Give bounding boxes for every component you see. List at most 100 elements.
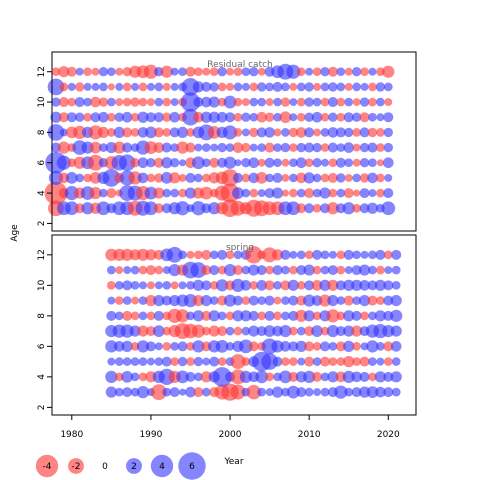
bubble-point bbox=[384, 173, 393, 182]
legend-label: 4 bbox=[159, 462, 165, 472]
bubble-point bbox=[374, 279, 386, 291]
bubble-point bbox=[170, 82, 179, 91]
bubble-point bbox=[391, 265, 401, 275]
bubble-point bbox=[312, 357, 322, 366]
bubble-point bbox=[295, 340, 307, 352]
bubble-point bbox=[176, 141, 189, 154]
bubble-point bbox=[232, 295, 243, 306]
bubble-point bbox=[303, 370, 316, 383]
bubble-point bbox=[368, 250, 377, 260]
bubble-point bbox=[162, 387, 172, 397]
bubble-point bbox=[326, 309, 340, 323]
bubble-point bbox=[383, 357, 393, 366]
bubble-point bbox=[230, 384, 246, 400]
bubble-point bbox=[351, 310, 362, 321]
bubble-point bbox=[96, 201, 111, 216]
bubble-point bbox=[193, 356, 204, 367]
bubble-point bbox=[279, 370, 292, 384]
bubble-point bbox=[352, 357, 361, 366]
bubble-point bbox=[241, 265, 251, 275]
bubble-point bbox=[343, 340, 355, 352]
bubble-point bbox=[289, 250, 298, 259]
bubble-point bbox=[305, 67, 314, 76]
bubble-point bbox=[121, 340, 133, 352]
bubble-point bbox=[239, 339, 253, 354]
legend-item: 0 bbox=[102, 462, 108, 472]
bubble-point bbox=[182, 108, 199, 126]
bubble-point bbox=[288, 341, 299, 352]
y-tick-label: 6 bbox=[37, 343, 47, 349]
bubble-point bbox=[209, 281, 219, 290]
bubble-point bbox=[185, 66, 196, 77]
bubble-point bbox=[122, 82, 132, 92]
x-tick-label: 2000 bbox=[219, 430, 242, 440]
bubble-point bbox=[257, 189, 266, 198]
bubble-point bbox=[335, 157, 346, 168]
bubble-point bbox=[225, 112, 236, 123]
bubble-point bbox=[288, 295, 299, 306]
bubble-point bbox=[98, 111, 109, 123]
bubble-point bbox=[232, 187, 244, 199]
bubble-point bbox=[261, 353, 278, 370]
bubble-point bbox=[51, 97, 61, 107]
bubble-point bbox=[241, 82, 250, 91]
bubble-point bbox=[312, 249, 323, 260]
bubble-point bbox=[327, 127, 339, 138]
bubble-point bbox=[241, 357, 251, 366]
bubble-point bbox=[304, 250, 314, 260]
y-tick-label: 2 bbox=[37, 405, 47, 411]
bubble-point bbox=[137, 157, 149, 169]
bubble-point bbox=[192, 294, 204, 307]
bubble-point bbox=[209, 250, 219, 260]
bubble-point bbox=[375, 82, 386, 92]
y-tick-label: 12 bbox=[37, 249, 47, 260]
bubble-point bbox=[225, 311, 235, 321]
bubble-point bbox=[319, 187, 331, 199]
panel-title: Residual catch bbox=[207, 60, 273, 70]
bubble-point bbox=[136, 340, 150, 353]
bubble-point bbox=[343, 310, 355, 322]
bubble-point bbox=[352, 203, 361, 213]
bubble-point bbox=[359, 97, 370, 107]
bubble-point bbox=[209, 356, 220, 367]
bubble-point bbox=[256, 111, 268, 123]
bubble-point bbox=[130, 281, 140, 290]
bubble-point bbox=[264, 127, 275, 138]
bubble-point bbox=[384, 266, 393, 275]
bubble-point bbox=[264, 295, 275, 306]
bubble-point bbox=[177, 341, 188, 352]
bubble-point bbox=[343, 249, 354, 260]
bubble-point bbox=[352, 98, 361, 107]
bubble-point bbox=[226, 67, 234, 76]
bubble-point bbox=[383, 142, 393, 153]
bubble-point bbox=[382, 65, 395, 78]
bubble-point bbox=[66, 66, 77, 77]
bubble-point bbox=[383, 371, 394, 382]
bubble-point bbox=[58, 66, 70, 78]
bubble-point bbox=[311, 111, 323, 123]
bubble-point bbox=[209, 296, 219, 305]
bubble-point bbox=[89, 141, 102, 154]
bubble-point bbox=[336, 67, 346, 77]
bubble-point bbox=[352, 342, 361, 351]
bubble-point bbox=[186, 128, 195, 137]
bubble-point bbox=[153, 294, 165, 307]
bubble-point bbox=[265, 98, 274, 107]
bubble-point bbox=[391, 249, 402, 260]
bubble-point bbox=[194, 250, 203, 260]
bubble-point bbox=[170, 67, 179, 76]
bubble-point bbox=[265, 372, 274, 382]
bubble-point bbox=[216, 111, 228, 123]
bubble-point bbox=[359, 371, 370, 382]
bubble-point bbox=[319, 341, 331, 352]
bubble-point bbox=[343, 295, 354, 306]
bubble-point bbox=[352, 250, 361, 260]
bubble-point bbox=[352, 173, 361, 183]
bubble-point bbox=[359, 203, 370, 214]
bubble-point bbox=[121, 248, 134, 261]
bubble-point bbox=[169, 127, 180, 138]
bubble-point bbox=[185, 386, 196, 398]
bubble-point bbox=[241, 112, 251, 122]
bubble-point bbox=[320, 265, 330, 275]
bubble-point bbox=[58, 172, 70, 184]
